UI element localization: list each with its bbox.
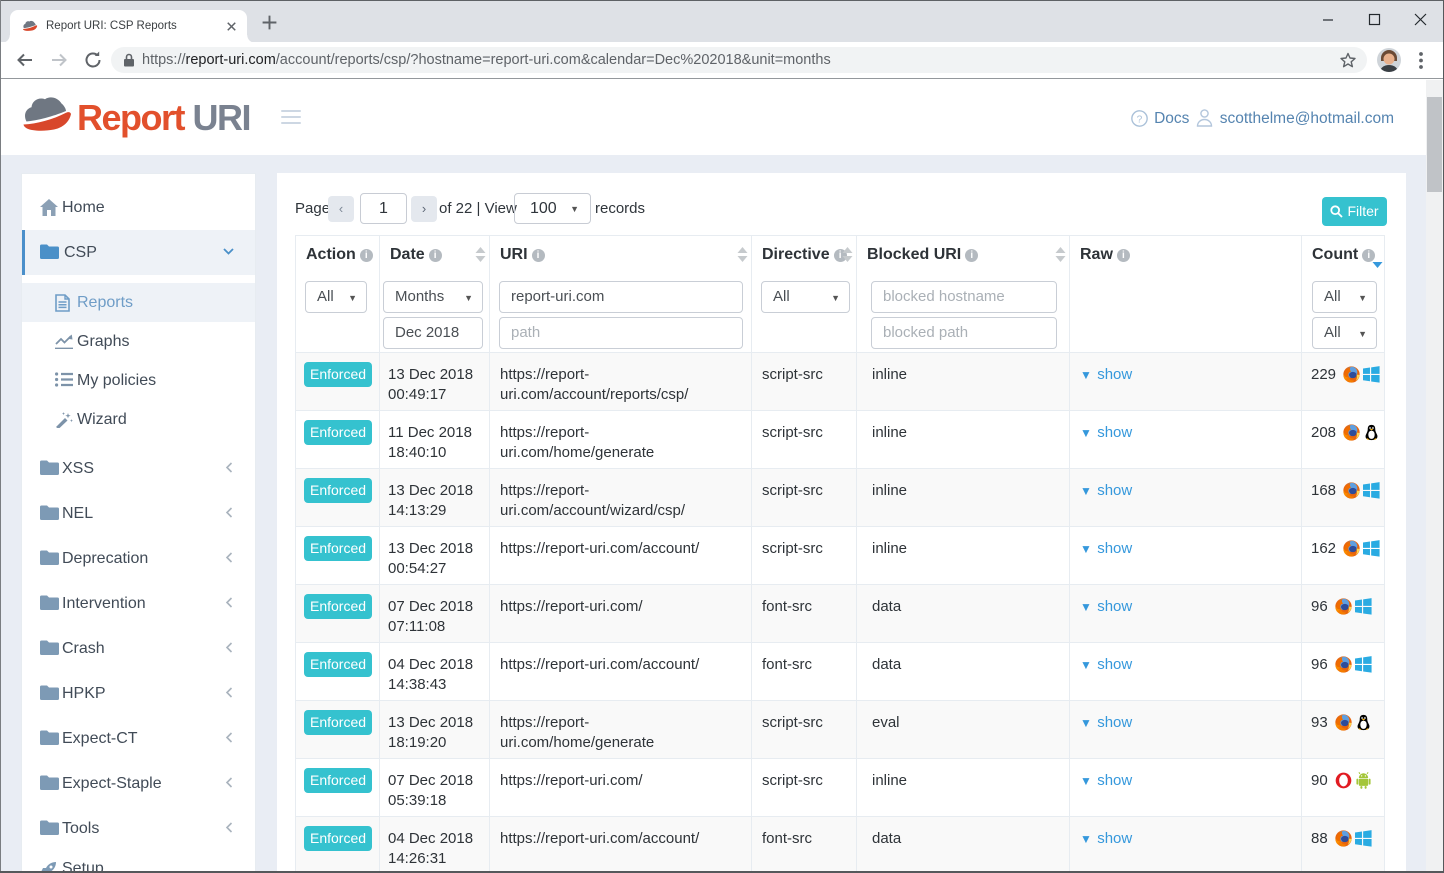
- svg-text:?: ?: [1137, 114, 1143, 125]
